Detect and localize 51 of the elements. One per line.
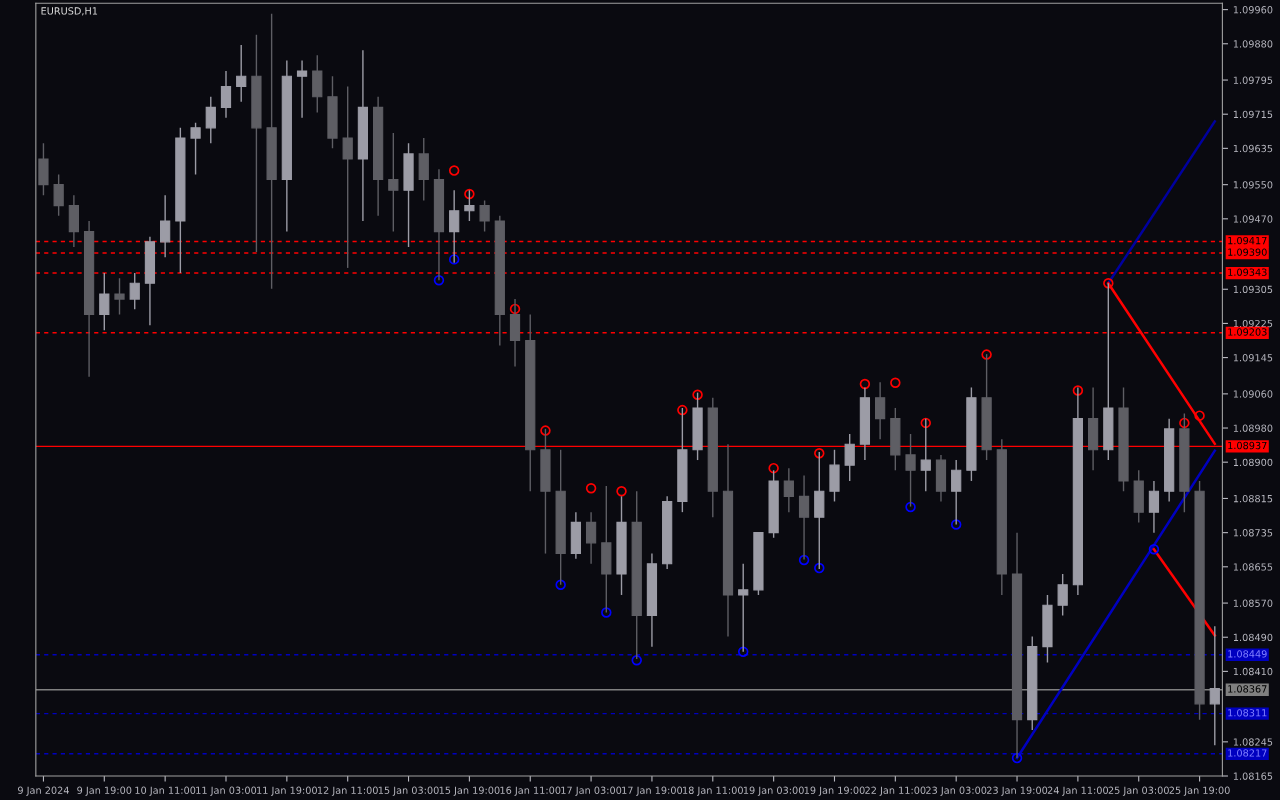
ref-line-label: 1.09417: [1228, 236, 1267, 245]
y-tick-label: 1.09795: [1233, 76, 1273, 84]
y-tick-label: 1.09635: [1233, 144, 1273, 153]
x-tick-label: 11 Jan 03:00: [196, 786, 257, 796]
ref-line-label: 1.09203: [1228, 328, 1267, 336]
ref-line-label: 1.09343: [1228, 268, 1267, 276]
x-tick-label: 12 Jan 11:00: [317, 786, 378, 796]
x-tick-label: 15 Jan 19:00: [439, 786, 500, 796]
x-tick-label: 10 Jan 11:00: [135, 786, 196, 796]
ref-line-label: 1.08937: [1228, 441, 1267, 450]
y-tick-label: 1.08815: [1233, 494, 1273, 503]
y-tick-label: 1.09225: [1233, 319, 1273, 328]
x-tick-label: 9 Jan 19:00: [77, 786, 132, 796]
y-tick-label: 1.08900: [1233, 458, 1273, 467]
y-tick-label: 1.08245: [1233, 738, 1273, 746]
y-tick-label: 1.09550: [1233, 181, 1273, 189]
ref-line-label: 1.08367: [1228, 685, 1267, 693]
x-tick-label: 19 Jan 03:00: [743, 786, 804, 796]
y-tick-label: 1.08570: [1233, 599, 1273, 607]
ref-line-label: 1.09390: [1228, 248, 1267, 256]
ref-line-label: 1.08311: [1228, 709, 1267, 717]
y-tick-label: 1.08655: [1233, 563, 1273, 571]
x-tick-label: 11 Jan 19:00: [257, 786, 317, 796]
x-tick-label: 25 Jan 19:00: [1169, 786, 1230, 796]
x-tick-label: 22 Jan 11:00: [865, 786, 926, 796]
x-tick-label: 17 Jan 03:00: [561, 786, 622, 796]
x-tick-label: 23 Jan 03:00: [926, 786, 987, 796]
y-tick-label: 1.09880: [1233, 40, 1273, 48]
y-tick-label: 1.09060: [1233, 390, 1273, 398]
x-tick-label: 19 Jan 19:00: [804, 786, 865, 796]
chart-title: EURUSD,H1: [41, 7, 98, 16]
ref-line-label: 1.08449: [1228, 650, 1267, 658]
y-tick-label: 1.08735: [1233, 529, 1273, 537]
y-tick-label: 1.08980: [1233, 424, 1273, 432]
y-tick-label: 1.09470: [1233, 215, 1273, 223]
x-tick-label: 17 Jan 19:00: [622, 786, 683, 796]
y-tick-label: 1.09305: [1233, 285, 1273, 294]
y-tick-label: 1.08165: [1233, 772, 1273, 780]
x-tick-label: 25 Jan 03:00: [1108, 786, 1169, 796]
y-tick-label: 1.08410: [1233, 667, 1273, 676]
y-tick-label: 1.09145: [1233, 354, 1273, 362]
x-tick-label: 24 Jan 11:00: [1047, 786, 1109, 796]
x-tick-label: 23 Jan 19:00: [986, 786, 1048, 796]
ref-line-label: 1.08217: [1228, 749, 1267, 757]
x-tick-label: 18 Jan 11:00: [683, 786, 743, 796]
x-tick-label: 16 Jan 11:00: [500, 786, 561, 796]
y-tick-label: 1.09715: [1233, 110, 1273, 119]
y-tick-label: 1.08490: [1233, 633, 1273, 642]
y-tick-label: 1.09960: [1233, 6, 1273, 14]
x-tick-label: 9 Jan 2024: [18, 786, 69, 796]
x-tick-label: 15 Jan 03:00: [378, 786, 439, 796]
